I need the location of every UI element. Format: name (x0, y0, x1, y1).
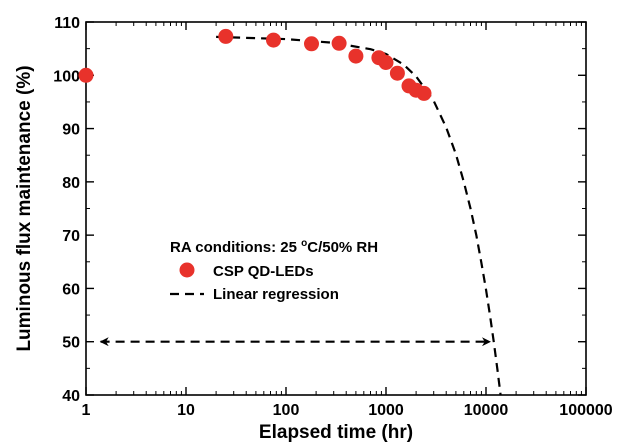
y-tick-label: 80 (62, 175, 80, 192)
y-axis-title: Luminous flux maintenance (%) (14, 65, 35, 351)
data-point (416, 85, 432, 101)
x-tick-label: 1 (82, 402, 91, 419)
data-point (304, 36, 319, 52)
legend-title: RA conditions: 25 oC/50% RH (170, 238, 378, 256)
legend-marker-scatter (179, 262, 195, 278)
y-tick-label: 60 (62, 281, 80, 298)
x-tick-label: 100 (273, 402, 300, 419)
y-tick-label: 50 (62, 335, 80, 352)
data-point (389, 65, 405, 81)
y-tick-label: 110 (54, 15, 80, 32)
x-axis-title: Elapsed time (hr) (259, 422, 413, 443)
data-point (78, 67, 94, 83)
x-tick-label: 100000 (559, 402, 612, 419)
legend-label-scatter: CSP QD-LEDs (213, 263, 314, 280)
legend: RA conditions: 25 oC/50% RH CSP QD-LEDs … (170, 238, 378, 303)
x-tick-label: 10000 (464, 402, 509, 419)
y-tick-label: 70 (62, 228, 80, 245)
legend-label-line: Linear regression (213, 286, 339, 303)
data-point (266, 32, 281, 48)
data-point (331, 35, 347, 51)
x-axis: 1 10 100 1000 10000 100000 (82, 22, 613, 419)
x-tick-label: 1000 (368, 402, 404, 419)
data-point (348, 48, 364, 64)
regression-layer (216, 35, 502, 396)
data-points (78, 28, 432, 101)
data-point (218, 28, 234, 44)
x-tick-label: 10 (177, 402, 195, 419)
regression-line (216, 35, 502, 396)
y-tick-label: 40 (62, 388, 80, 405)
data-point (378, 55, 394, 70)
y-tick-label: 90 (62, 122, 80, 139)
plot-area (85, 21, 587, 396)
y-axis: 40 50 60 70 80 90 100 110 (53, 15, 586, 405)
y-tick-label: 100 (53, 68, 80, 85)
